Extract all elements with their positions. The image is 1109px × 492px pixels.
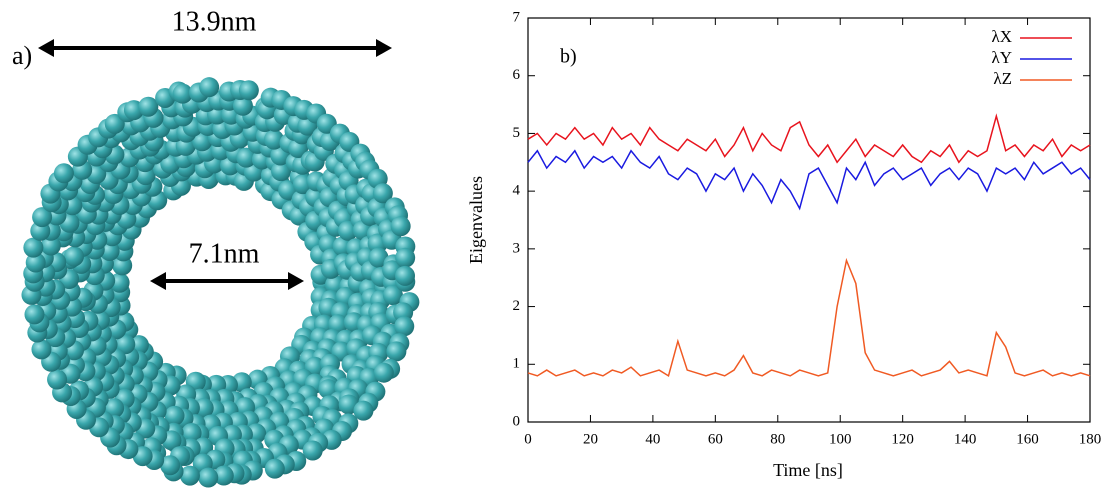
bead — [193, 398, 214, 419]
bead — [213, 465, 234, 486]
bead — [25, 252, 46, 273]
nanotube-rendering — [21, 77, 420, 488]
y-tick-label: 7 — [513, 9, 521, 25]
bead — [236, 147, 257, 168]
bead — [31, 339, 52, 360]
bead — [386, 341, 407, 362]
bead — [390, 216, 411, 237]
x-axis-label: Time [ns] — [773, 460, 843, 480]
x-tick-label: 160 — [1016, 431, 1039, 447]
bead — [232, 95, 253, 116]
series-line — [527, 257, 1091, 377]
bead — [53, 163, 74, 184]
bead — [47, 369, 68, 390]
inner-arrow-heads — [150, 272, 304, 290]
bead — [264, 458, 285, 479]
x-tick-label: 120 — [891, 431, 914, 447]
x-tick-label: 180 — [1079, 431, 1102, 447]
series-line — [527, 113, 1091, 164]
bead — [368, 247, 389, 268]
x-tick-label: 20 — [583, 431, 598, 447]
legend-label: λX — [991, 27, 1012, 46]
panel-label: b) — [560, 46, 577, 68]
outer-diameter: 13.9nm — [172, 6, 257, 37]
y-tick-label: 1 — [513, 356, 521, 372]
bead — [23, 237, 44, 258]
bead — [263, 129, 284, 150]
bead — [192, 131, 213, 152]
bead — [372, 183, 393, 204]
chart: b) Time [ns] Eigenvalues 0 20 40 60 80 100 120… — [466, 9, 1101, 480]
x-tick-label: 0 — [524, 431, 532, 447]
x-tick-label: 100 — [829, 431, 852, 447]
inner-diameter: 7.1nm — [189, 238, 260, 269]
bead — [32, 207, 53, 228]
bead — [63, 246, 84, 267]
x-tick-label: 40 — [645, 431, 660, 447]
bead — [138, 96, 159, 117]
y-tick-label: 2 — [513, 298, 521, 314]
bead — [271, 161, 292, 182]
bead — [395, 265, 416, 286]
bead — [115, 334, 136, 355]
panel-label: a) — [12, 41, 32, 70]
bead — [172, 83, 193, 104]
bead — [302, 440, 323, 461]
y-tick-label: 3 — [513, 240, 521, 256]
y-axis-label: Eigenvalues — [466, 176, 486, 264]
bead — [160, 455, 181, 476]
plot-frame — [527, 17, 1091, 423]
bead — [164, 405, 185, 426]
series-line — [527, 149, 1091, 211]
x-tick-label: 140 — [954, 431, 977, 447]
bead — [179, 465, 200, 486]
legend-label: λY — [991, 48, 1012, 67]
bead — [238, 80, 259, 101]
bead — [394, 316, 415, 337]
bead — [395, 247, 416, 268]
y-tick-label: 6 — [513, 67, 521, 83]
y-tick-label: 5 — [513, 125, 521, 141]
bead — [198, 467, 219, 488]
legend-label: λZ — [993, 69, 1012, 88]
bead — [24, 304, 45, 325]
y-tick-label: 0 — [513, 413, 521, 429]
bead — [382, 285, 403, 306]
x-tick-label: 60 — [708, 431, 723, 447]
x-tick-label: 80 — [770, 431, 785, 447]
bead — [373, 362, 394, 383]
bead — [353, 400, 374, 421]
bead — [181, 422, 202, 443]
bead — [199, 77, 220, 98]
y-tick-label: 4 — [513, 183, 521, 199]
bead — [40, 235, 61, 256]
